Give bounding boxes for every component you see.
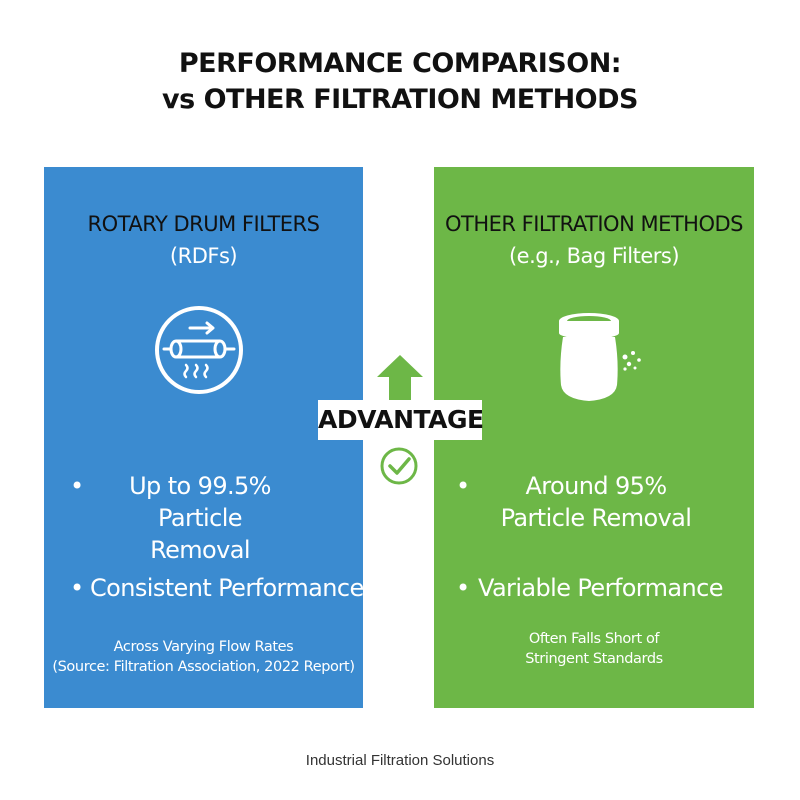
rdf-removal-text: Up to 99.5% Particle Removal [110, 470, 290, 566]
other-note: Often Falls Short of Stringent Standards [434, 629, 754, 669]
advantage-label: ADVANTAGE [318, 400, 484, 440]
footer-text: Industrial Filtration Solutions [305, 752, 495, 769]
other-performance-text: Variable Performance [478, 574, 723, 602]
other-panel-title: OTHER FILTRATION METHODS [444, 212, 744, 236]
bullet-dot: • [70, 472, 84, 500]
other-removal-text: Around 95% Particle Removal [496, 470, 696, 534]
other-panel-subtitle: (e.g., Bag Filters) [508, 244, 680, 268]
rdf-panel-subtitle: (RDFs) [169, 244, 238, 268]
title-line-2: vs OTHER FILTRATION METHODS [162, 84, 638, 115]
other-note-line-2: Stringent Standards [525, 651, 663, 667]
rdf-note-line-2: (Source: Filtration Association, 2022 Re… [52, 659, 355, 675]
rdf-note: Across Varying Flow Rates (Source: Filtr… [44, 637, 363, 677]
check-circle-icon [380, 447, 418, 485]
bullet-dot: • [456, 574, 470, 602]
rdf-removal-line-2: Particle Removal [150, 504, 250, 564]
rdf-bullet-performance: • Consistent Performance [70, 572, 364, 606]
rdf-panel: ROTARY DRUM FILTERS (RDFs) • Up to 99.5%… [44, 167, 364, 708]
other-removal-line-2: Particle Removal [500, 504, 692, 532]
other-removal-line-1: Around 95% [525, 472, 667, 500]
other-bullet-performance: • Variable Performance [456, 572, 746, 606]
bag-filter-icon [559, 313, 641, 401]
rdf-note-line-1: Across Varying Flow Rates [113, 639, 294, 655]
rdf-performance-text: Consistent Performance [90, 574, 364, 602]
rdf-panel-title: ROTARY DRUM FILTERS [87, 212, 320, 236]
bullet-dot: • [456, 472, 470, 500]
title-line-1: PERFORMANCE COMPARISON: [178, 48, 622, 79]
page-title: PERFORMANCE COMPARISON: vs OTHER FILTRAT… [0, 46, 800, 118]
other-note-line-1: Often Falls Short of [528, 631, 660, 647]
rdf-removal-line-1: Up to 99.5% [129, 472, 271, 500]
bullet-dot: • [70, 574, 84, 602]
rdf-bullet-removal: • Up to 99.5% Particle Removal [70, 470, 340, 564]
up-arrow-icon [377, 355, 423, 401]
other-bullet-removal: • Around 95% Particle Removal [456, 470, 736, 540]
other-methods-panel: OTHER FILTRATION METHODS (e.g., Bag Filt… [434, 167, 754, 708]
rotary-drum-icon [155, 306, 243, 394]
